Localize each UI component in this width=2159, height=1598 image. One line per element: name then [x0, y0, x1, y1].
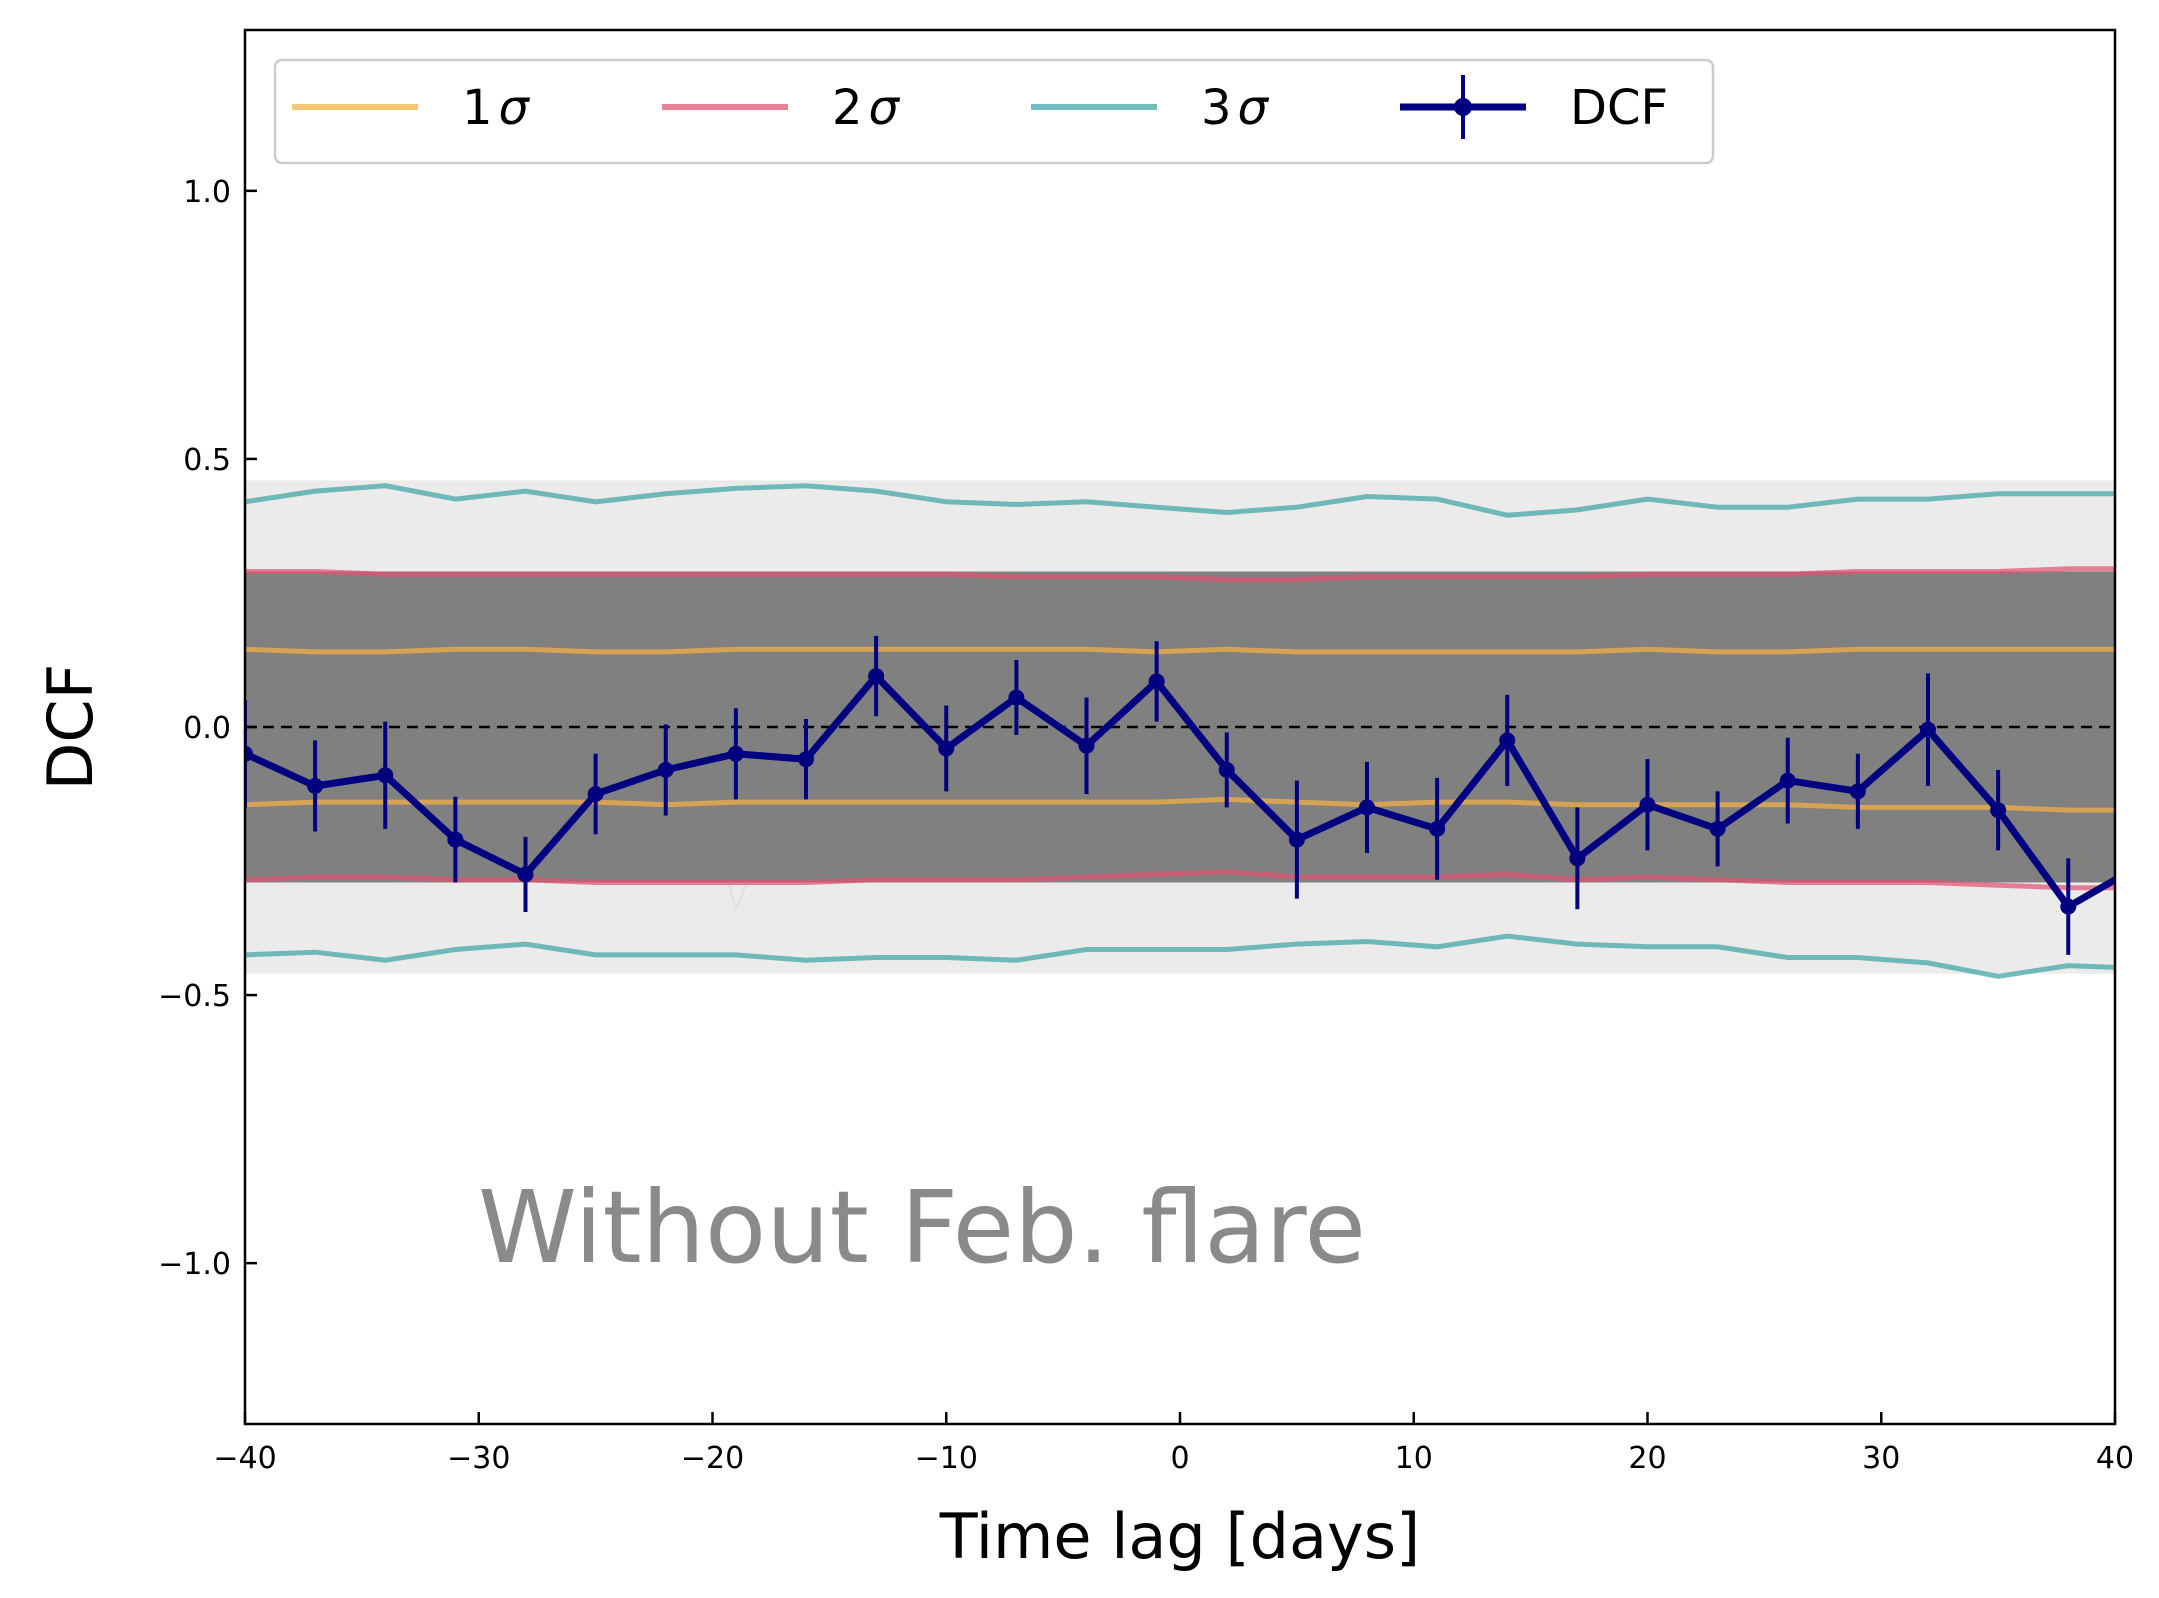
dcf-point: [1499, 732, 1516, 749]
dcf-point: [307, 777, 324, 794]
x-axis-title: Time lag [days]: [939, 1500, 1420, 1573]
dcf-point: [657, 761, 674, 778]
legend: 1 σ 2 σ 3 σ DCF: [273, 58, 1715, 165]
x-axis: −40 −30 −20 −10 0 10 20 30 40: [213, 1412, 2134, 1476]
x-tick-label: 30: [1862, 1441, 1900, 1476]
dcf-line: [245, 672, 2115, 911]
x-tick-label: 40: [2096, 1441, 2134, 1476]
dcf-point: [447, 831, 464, 848]
x-tick-label: 20: [1628, 1441, 1666, 1476]
dcf-point: [377, 767, 394, 784]
sigma-line: [245, 933, 2115, 979]
dcf-point: [1779, 772, 1796, 789]
dcf-series: [245, 635, 2146, 955]
x-tick-label: −40: [213, 1441, 276, 1476]
dcf-point: [1008, 689, 1025, 706]
plot-area: [245, 480, 2146, 979]
sigma-line: [245, 796, 2115, 813]
chart-annotation: Without Feb. flare: [478, 1169, 1366, 1286]
sigma-line: [245, 646, 2115, 655]
x-tick-label: 0: [1170, 1441, 1189, 1476]
dcf-point: [2130, 858, 2146, 874]
dcf-point: [1148, 673, 1165, 690]
dcf-point: [1849, 783, 1866, 800]
dcf-point: [1288, 831, 1305, 848]
sigma-lines: [245, 483, 2115, 979]
sigma-line: [245, 869, 2115, 891]
y-tick-label: 1.0: [183, 175, 231, 210]
dcf-point: [245, 745, 253, 762]
x-tick-label: −30: [447, 1441, 510, 1476]
dcf-point: [1359, 799, 1375, 816]
x-tick-label: −10: [915, 1441, 978, 1476]
dcf-point: [517, 866, 534, 883]
dcf-point: [1429, 820, 1446, 837]
dcf-point: [1920, 721, 1936, 738]
y-tick-label: −1.0: [158, 1247, 231, 1282]
dcf-point: [1218, 761, 1235, 778]
x-tick-label: 10: [1395, 1441, 1433, 1476]
dcf-point: [1709, 820, 1726, 837]
dcf-point: [1990, 802, 2007, 819]
legend-marker: [1454, 98, 1472, 116]
dcf-point: [798, 751, 814, 768]
dcf-point: [1639, 796, 1656, 813]
sigma-line: [245, 566, 2115, 583]
y-axis-title: DCF: [34, 664, 107, 791]
dcf-point: [1569, 850, 1586, 867]
dcf-point: [727, 745, 744, 762]
legend-box: [273, 58, 1715, 165]
y-axis: −1.0 −0.5 0.0 0.5 1.0: [158, 175, 257, 1282]
dcf-point: [2060, 898, 2077, 915]
y-tick-label: 0.5: [183, 443, 231, 478]
x-tick-label: −20: [681, 1441, 744, 1476]
y-tick-label: 0.0: [183, 711, 231, 746]
legend-label: DCF: [1570, 80, 1668, 136]
y-tick-label: −0.5: [158, 979, 231, 1014]
dcf-point: [1078, 737, 1095, 754]
dcf-point: [868, 668, 885, 685]
sigma-line: [245, 483, 2115, 518]
dcf-point: [938, 740, 955, 757]
dcf-point: [587, 786, 604, 803]
